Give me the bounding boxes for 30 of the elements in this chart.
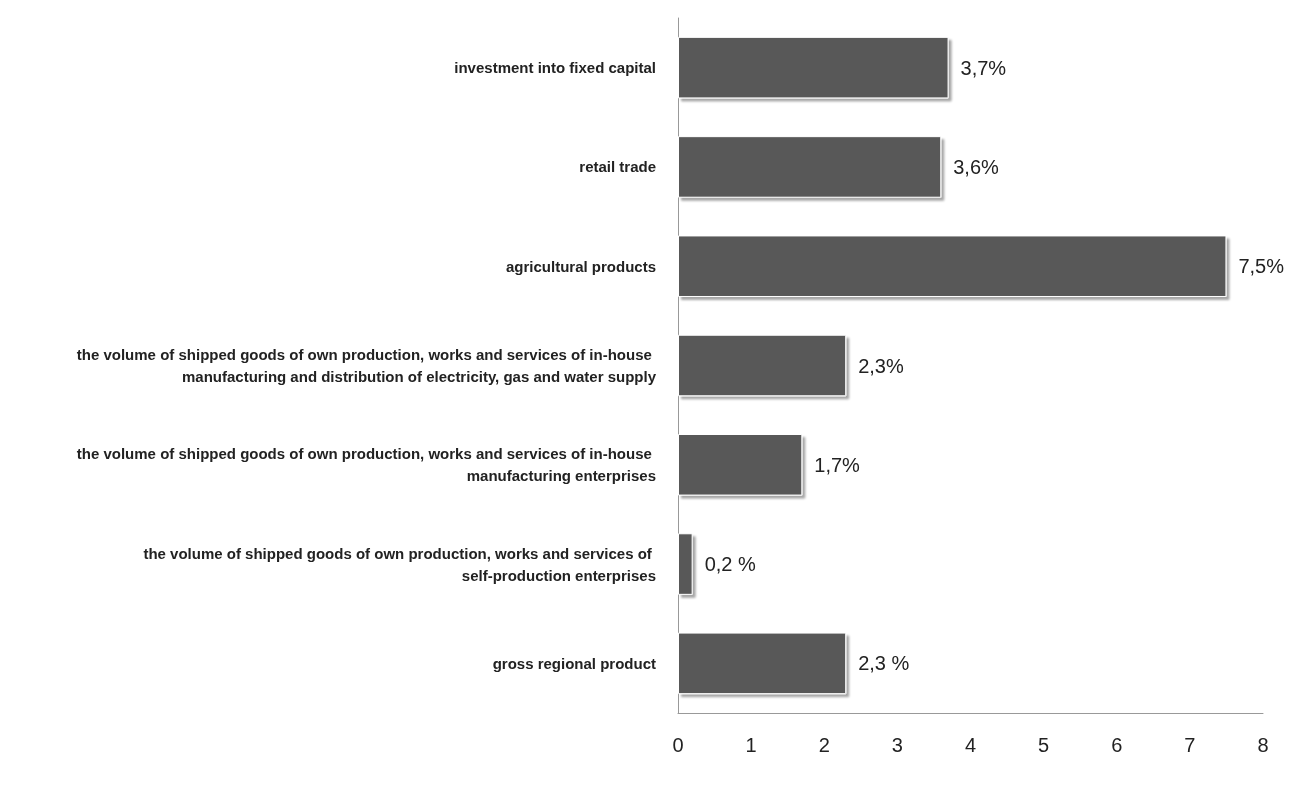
- data-label: 2,3 %: [858, 652, 910, 675]
- x-tick-label: 3: [891, 734, 903, 756]
- data-label: 1,7%: [814, 453, 861, 476]
- x-tick-label: 2: [818, 734, 830, 756]
- bar: [678, 136, 942, 198]
- y-tick-label: retail trade: [579, 158, 656, 176]
- x-tick-label: 4: [964, 734, 977, 756]
- bar: [678, 235, 1227, 297]
- y-tick-label: investment into fixed capital: [454, 59, 656, 77]
- y-tick-label: agricultural products: [505, 257, 656, 275]
- y-tick-label: the volume of shipped goods of own production, works and services of in-house manufacturing and distribution of electricity, gas and water supply: [76, 346, 657, 385]
- data-label: 3,7%: [960, 56, 1007, 79]
- data-label: 3,6%: [953, 155, 1000, 178]
- y-tick-label: the volume of shipped goods of own production, works and services of self-production enterprises: [143, 544, 656, 584]
- data-label: 0,2 %: [704, 553, 756, 576]
- bar: [678, 533, 693, 595]
- bar: [678, 36, 949, 99]
- x-tick-label: 6: [1111, 734, 1123, 756]
- x-tick-label: 5: [1038, 734, 1050, 756]
- y-tick-label: the volume of shipped goods of own production, works and services of in-house manufacturing enterprises: [76, 445, 656, 485]
- y-tick-label: gross regional product: [492, 654, 656, 672]
- bar: [678, 632, 847, 695]
- data-label: 7,5%: [1238, 255, 1285, 278]
- data-label: 2,3%: [858, 354, 904, 377]
- x-tick-label: 0: [672, 734, 684, 756]
- bar: [678, 334, 847, 397]
- x-tick-label: 1: [745, 734, 757, 756]
- bar: [678, 434, 803, 496]
- x-tick-label: 7: [1184, 734, 1196, 756]
- x-tick-label: 8: [1257, 734, 1269, 756]
